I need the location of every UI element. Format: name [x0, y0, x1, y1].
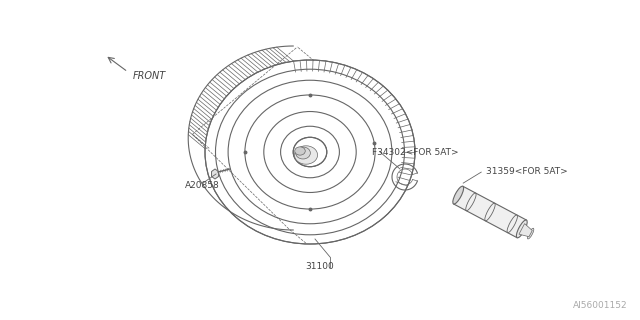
Text: 31359<FOR 5AT>: 31359<FOR 5AT> — [486, 167, 568, 176]
Polygon shape — [212, 169, 218, 179]
Text: F34302<FOR 5AT>: F34302<FOR 5AT> — [372, 148, 459, 157]
Polygon shape — [454, 186, 527, 238]
Text: FRONT: FRONT — [133, 71, 166, 81]
Text: 31100: 31100 — [306, 262, 334, 271]
Ellipse shape — [516, 220, 527, 238]
Text: A20858: A20858 — [185, 181, 220, 190]
Polygon shape — [519, 224, 532, 237]
Ellipse shape — [453, 186, 463, 204]
Ellipse shape — [527, 228, 534, 239]
Ellipse shape — [296, 147, 310, 159]
Ellipse shape — [295, 147, 305, 155]
Ellipse shape — [294, 146, 317, 164]
Text: AI56001152: AI56001152 — [573, 301, 628, 310]
